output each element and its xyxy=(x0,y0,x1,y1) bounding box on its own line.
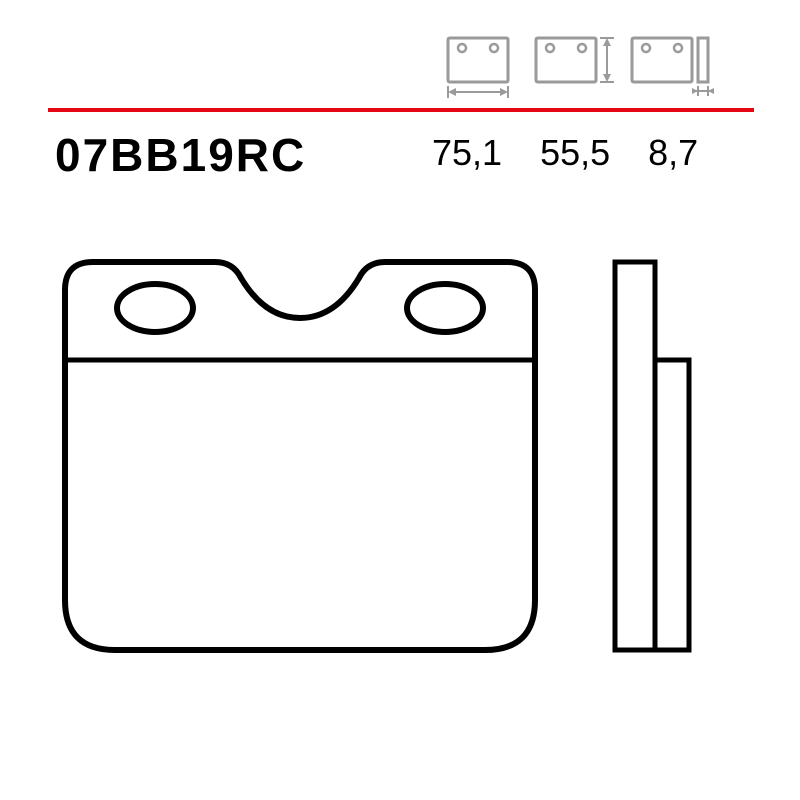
dimension-icons-row xyxy=(430,32,700,92)
side-view-drawing xyxy=(605,250,725,675)
dimension-values: 75,1 55,5 8,7 xyxy=(432,132,698,174)
section-divider xyxy=(48,108,754,112)
thickness-dimension-icon xyxy=(622,32,700,92)
part-code: 07BB19RC xyxy=(55,128,306,182)
front-view-drawing xyxy=(55,250,545,675)
width-value: 75,1 xyxy=(432,132,502,174)
height-value: 55,5 xyxy=(540,132,610,174)
spec-sheet: 07BB19RC 75,1 55,5 8,7 xyxy=(0,0,800,800)
thickness-value: 8,7 xyxy=(648,132,698,174)
width-dimension-icon xyxy=(430,32,508,92)
height-dimension-icon xyxy=(526,32,604,92)
